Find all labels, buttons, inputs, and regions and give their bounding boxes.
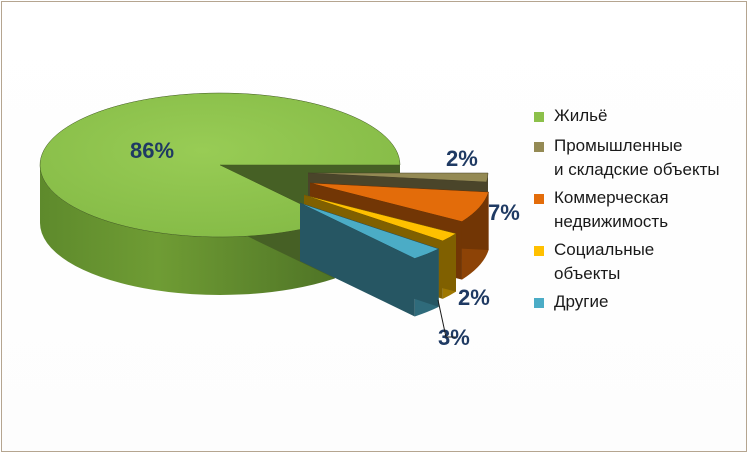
legend-label-4-0: Другие xyxy=(554,292,609,311)
slice-2-Коммерческая-недвижимость xyxy=(309,182,489,222)
data-label-1: 2% xyxy=(446,146,478,171)
pie-slices xyxy=(39,92,489,317)
slice-cut-4-1 xyxy=(300,203,415,317)
data-label-0: 86% xyxy=(130,138,174,163)
legend-swatch-4 xyxy=(534,298,544,308)
legend-label-3-0: Социальные xyxy=(554,240,655,259)
slice-4-Другие xyxy=(299,202,440,259)
legend: Жильё Промышленные и складские объекты Комм… xyxy=(534,104,746,314)
legend-swatch-0 xyxy=(534,112,544,122)
data-label-2: 7% xyxy=(488,200,520,225)
legend-swatch-2 xyxy=(534,194,544,204)
legend-item-0: Жильё xyxy=(534,104,746,128)
legend-label-1-1: и складские объекты xyxy=(554,160,720,179)
legend-swatch-1 xyxy=(534,142,544,152)
slice-side-0 xyxy=(39,165,335,296)
legend-item-2: Коммерческая недвижимость xyxy=(534,186,746,234)
legend-label-3-1: объекты xyxy=(554,264,621,283)
legend-item-3: Социальные объекты xyxy=(534,238,746,286)
data-labels: 86% 2%7%2%3% xyxy=(130,138,520,350)
legend-item-1: Промышленные и складские объекты xyxy=(534,134,746,182)
legend-swatch-3 xyxy=(534,246,544,256)
legend-label-2-1: недвижимость xyxy=(554,212,669,231)
legend-label-0-0: Жильё xyxy=(554,106,608,125)
data-label-3: 2% xyxy=(458,285,490,310)
legend-label-1-0: Промышленные xyxy=(554,136,683,155)
slice-1-Промышленные-и-складские-объекты xyxy=(307,172,489,183)
legend-label-2-0: Коммерческая xyxy=(554,188,669,207)
legend-item-4: Другие xyxy=(534,290,746,314)
slice-0-Жильё xyxy=(39,92,401,238)
leader-line xyxy=(437,299,456,338)
slice-3-Социальные-объекты xyxy=(303,194,457,242)
